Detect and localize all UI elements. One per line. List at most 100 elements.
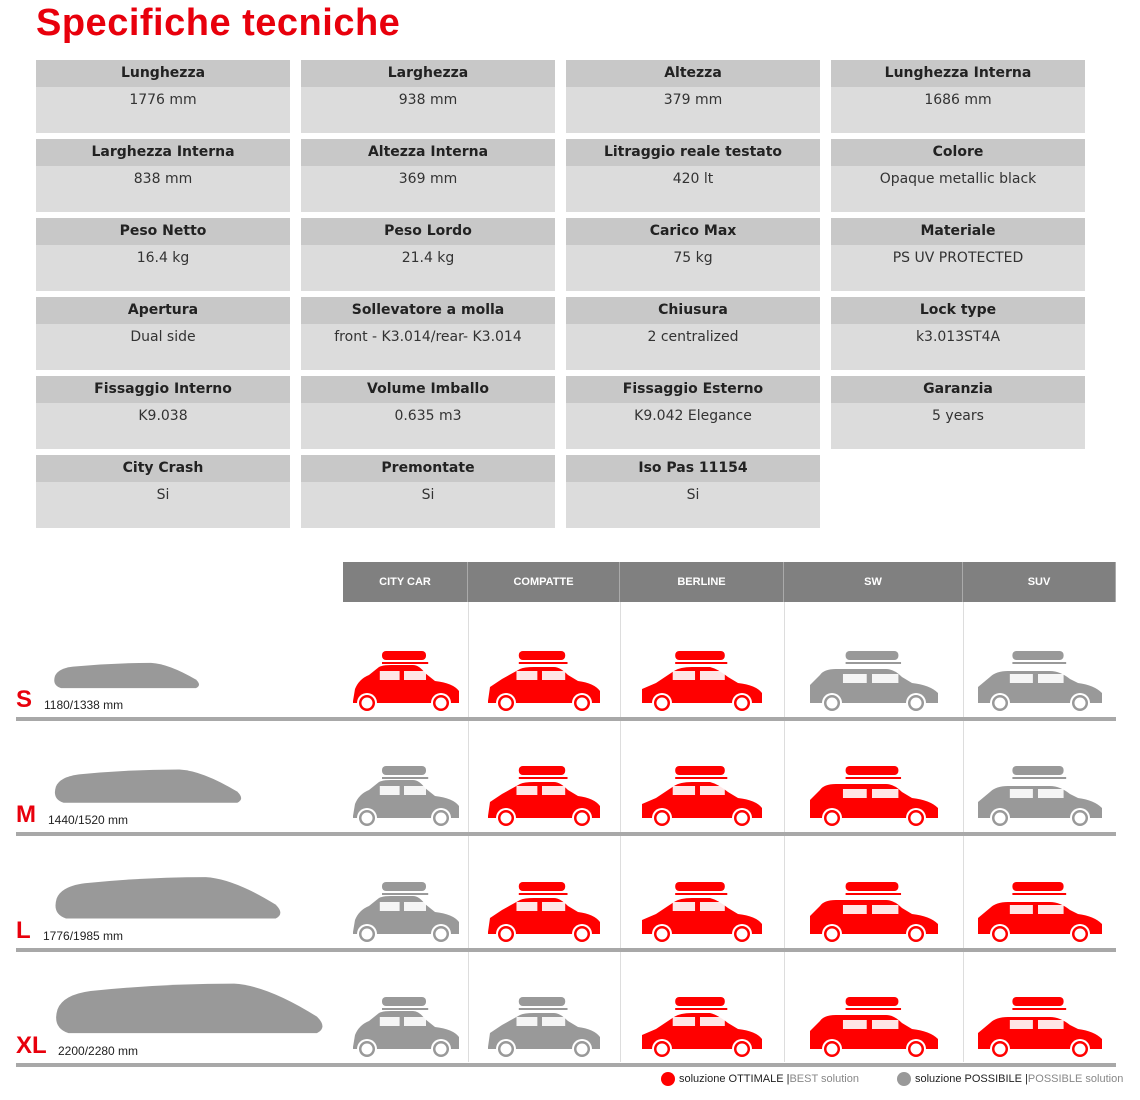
spec-label: Lock type xyxy=(831,297,1085,324)
spec-cell: Peso Lordo 21.4 kg xyxy=(301,218,555,291)
spec-label: Apertura xyxy=(36,297,290,324)
car-best-fit-icon xyxy=(488,766,600,826)
column-header: SW xyxy=(784,562,963,602)
spec-label: City Crash xyxy=(36,455,290,482)
spec-cell: Altezza Interna 369 mm xyxy=(301,139,555,212)
car-possible-fit-icon xyxy=(352,766,459,826)
spec-cell: Iso Pas 11154 Si xyxy=(566,455,820,528)
spec-label: Lunghezza Interna xyxy=(831,60,1085,87)
spec-value: K9.038 xyxy=(138,408,188,424)
spec-label: Volume Imballo xyxy=(301,376,555,403)
spec-value: 938 mm xyxy=(398,92,458,108)
spec-cell: Altezza 379 mm xyxy=(566,60,820,133)
car-best-fit-icon xyxy=(977,882,1102,942)
car-possible-fit-icon xyxy=(977,766,1102,826)
spec-grid: Lunghezza 1776 mm Larghezza 938 mm Altezza 37… xyxy=(36,60,1087,528)
spec-cell: Apertura Dual side xyxy=(36,297,290,370)
spec-label: Fissaggio Esterno xyxy=(566,376,820,403)
spec-label: Altezza xyxy=(566,60,820,87)
column-header: COMPATTE xyxy=(468,562,620,602)
spec-label: Peso Lordo xyxy=(301,218,555,245)
car-best-fit-icon xyxy=(352,651,459,711)
car-best-fit-icon xyxy=(642,882,762,942)
spec-label: Larghezza xyxy=(301,60,555,87)
legend-best: soluzione OTTIMALE | BEST solution xyxy=(661,1072,859,1086)
car-best-fit-icon xyxy=(488,882,600,942)
spec-label: Materiale xyxy=(831,218,1085,245)
page-title: Specifiche tecniche xyxy=(36,2,401,44)
car-best-fit-icon xyxy=(809,997,938,1057)
spec-cell: Larghezza Interna 838 mm xyxy=(36,139,290,212)
spec-value: Si xyxy=(156,487,170,503)
spec-value: 2 centralized xyxy=(647,329,739,345)
car-best-fit-icon xyxy=(642,997,762,1057)
spec-cell: Fissaggio Esterno K9.042 Elegance xyxy=(566,376,820,449)
spec-label: Garanzia xyxy=(831,376,1085,403)
spec-label: Fissaggio Interno xyxy=(36,376,290,403)
spec-cell: Volume Imballo 0.635 m3 xyxy=(301,376,555,449)
spec-value: Si xyxy=(686,487,700,503)
spec-label: Chiusura xyxy=(566,297,820,324)
spec-value: Opaque metallic black xyxy=(879,171,1037,187)
legend-possible: soluzione POSSIBILE | POSSIBLE solution xyxy=(897,1072,1123,1086)
gray-dot-icon xyxy=(897,1072,911,1086)
spec-cell: Lunghezza 1776 mm xyxy=(36,60,290,133)
car-best-fit-icon xyxy=(642,766,762,826)
roof-box-silhouette-icon xyxy=(56,983,323,1034)
car-possible-fit-icon xyxy=(977,651,1102,711)
spec-value: k3.013ST4A xyxy=(915,329,1001,345)
roof-box-silhouette-icon xyxy=(55,877,281,919)
column-header: SUV xyxy=(963,562,1116,602)
spec-value: K9.042 Elegance xyxy=(634,408,752,424)
roof-box-silhouette-icon xyxy=(54,769,242,803)
legend-best-it: soluzione OTTIMALE | xyxy=(679,1073,790,1085)
spec-value: 1776 mm xyxy=(129,92,197,108)
spec-label: Iso Pas 11154 xyxy=(566,455,820,482)
size-label: XL xyxy=(16,1032,47,1059)
spec-value: Si xyxy=(421,487,435,503)
spec-cell: Premontate Si xyxy=(301,455,555,528)
spec-cell: Peso Netto 16.4 kg xyxy=(36,218,290,291)
spec-cell: Materiale PS UV PROTECTED xyxy=(831,218,1085,291)
car-best-fit-icon xyxy=(488,651,600,711)
spec-cell: Garanzia 5 years xyxy=(831,376,1085,449)
car-possible-fit-icon xyxy=(352,882,459,942)
spec-cell: Carico Max 75 kg xyxy=(566,218,820,291)
legend-possible-it: soluzione POSSIBILE | xyxy=(915,1073,1028,1085)
spec-value: 420 lt xyxy=(672,171,714,187)
size-dimensions: 1440/1520 mm xyxy=(48,813,129,827)
spec-cell: Fissaggio Interno K9.038 xyxy=(36,376,290,449)
spec-cell: Colore Opaque metallic black xyxy=(831,139,1085,212)
spec-value: 5 years xyxy=(932,408,984,424)
spec-cell: Sollevatore a molla front - K3.014/rear- … xyxy=(301,297,555,370)
car-best-fit-icon xyxy=(642,651,762,711)
roof-box-silhouette-icon xyxy=(54,662,199,689)
spec-label: Carico Max xyxy=(566,218,820,245)
spec-label: Sollevatore a molla xyxy=(301,297,555,324)
row-divider xyxy=(16,717,1116,721)
column-header: BERLINE xyxy=(620,562,784,602)
row-divider xyxy=(16,1063,1116,1067)
spec-value: 0.635 m3 xyxy=(394,408,462,424)
legend-possible-en: POSSIBLE solution xyxy=(1027,1073,1124,1085)
spec-label: Altezza Interna xyxy=(301,139,555,166)
spec-cell: Litraggio reale testato 420 lt xyxy=(566,139,820,212)
car-possible-fit-icon xyxy=(488,997,600,1057)
spec-label: Larghezza Interna xyxy=(36,139,290,166)
spec-cell: Lunghezza Interna 1686 mm xyxy=(831,60,1085,133)
car-best-fit-icon xyxy=(977,997,1102,1057)
car-best-fit-icon xyxy=(809,882,938,942)
column-header: CITY CAR xyxy=(343,562,468,602)
spec-label: Premontate xyxy=(301,455,555,482)
spec-value: 379 mm xyxy=(663,92,723,108)
row-divider xyxy=(16,832,1116,836)
spec-cell: Chiusura 2 centralized xyxy=(566,297,820,370)
spec-value: 369 mm xyxy=(398,171,458,187)
spec-value: Dual side xyxy=(130,329,196,345)
spec-label: Litraggio reale testato xyxy=(566,139,820,166)
spec-label: Lunghezza xyxy=(36,60,290,87)
spec-value: front - K3.014/rear- K3.014 xyxy=(334,329,522,345)
spec-value: 838 mm xyxy=(133,171,193,187)
spec-value: 75 kg xyxy=(673,250,713,266)
size-label: M xyxy=(16,801,36,828)
